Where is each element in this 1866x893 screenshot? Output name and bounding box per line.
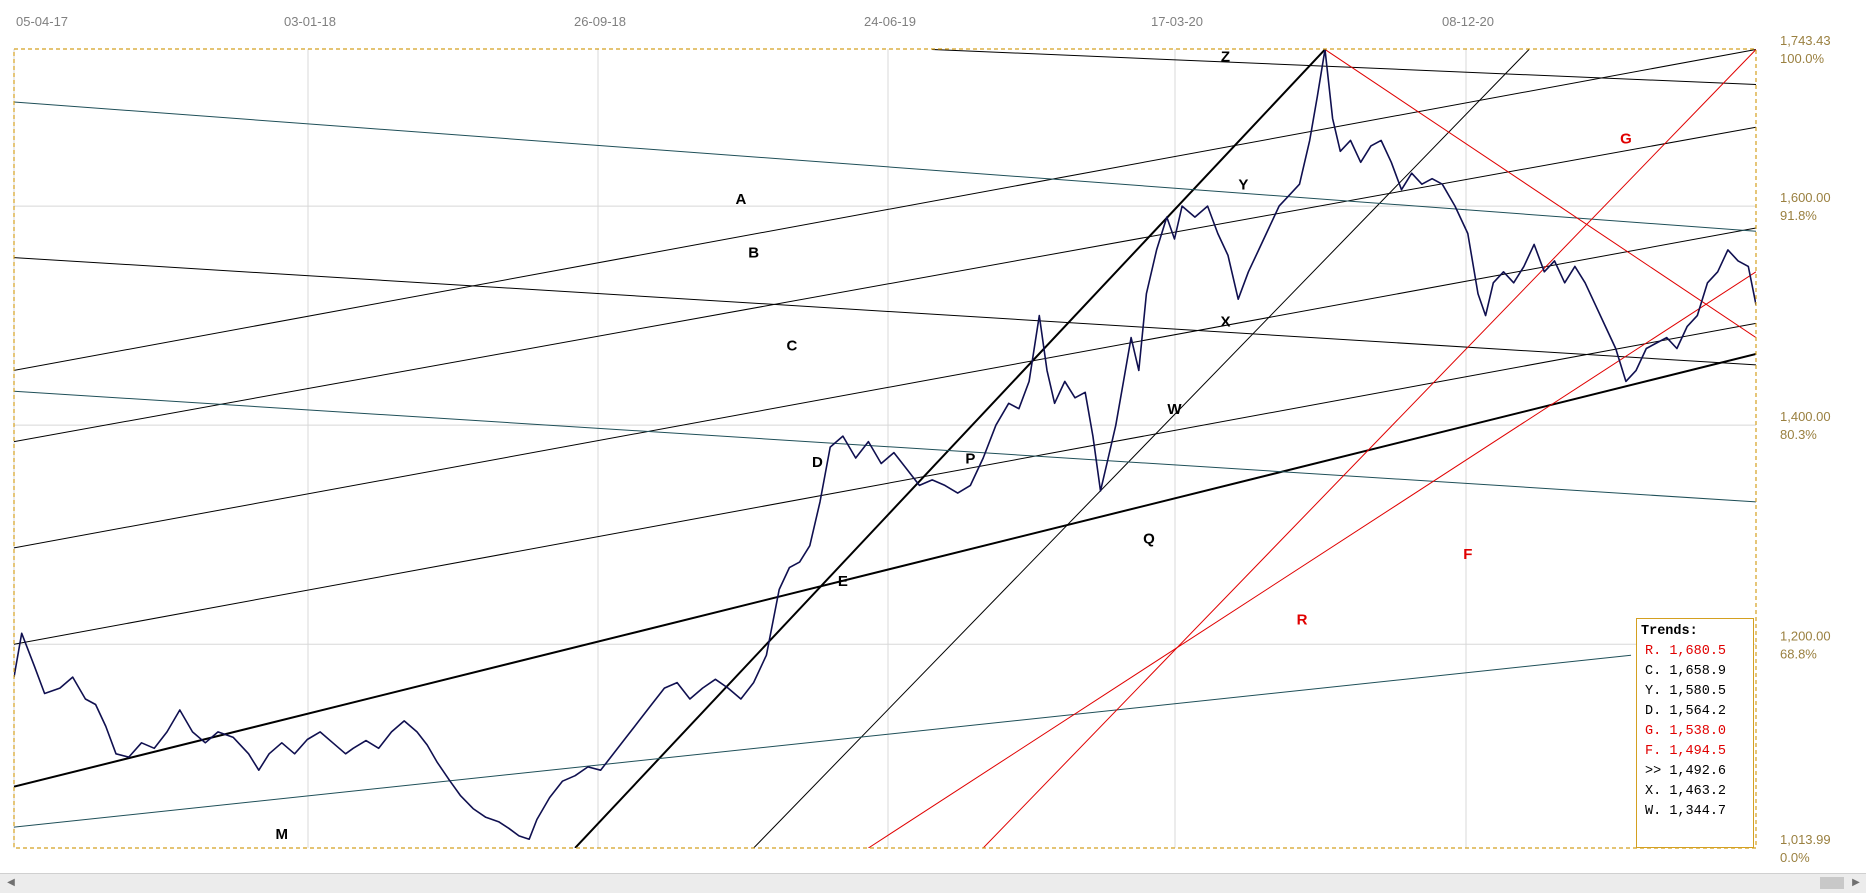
line-label-E: E: [838, 573, 848, 590]
trend-label: >>: [1645, 764, 1670, 779]
trend-line-X: [14, 257, 1756, 366]
x-tick-label: 24-06-19: [864, 14, 916, 29]
horizontal-scrollbar[interactable]: ◀ ▶: [0, 873, 1866, 893]
line-label-A: A: [735, 191, 746, 208]
trends-legend-panel: Trends: R. 1,680.5 C. 1,658.9 Y. 1,580.5 D.…: [1636, 618, 1754, 848]
x-tick-label: 05-04-17: [16, 14, 68, 29]
trend-label: D.: [1645, 704, 1670, 719]
trends-title: Trends:: [1641, 624, 1698, 639]
y-tick-value: 1,200.00: [1780, 628, 1831, 643]
trend-label: C.: [1645, 664, 1670, 679]
y-tick-value: 1,400.00: [1780, 409, 1831, 424]
trend-line-M: [14, 654, 1632, 828]
y-tick-percent: 80.3%: [1780, 427, 1817, 442]
trend-line-Z: [932, 49, 1756, 86]
trend-label: G.: [1645, 724, 1670, 739]
trend-value: 1,680.5: [1669, 644, 1727, 659]
line-label-G: G: [1620, 131, 1632, 148]
trend-row: R. 1,680.5: [1641, 642, 1749, 662]
trend-line-E: [14, 353, 1756, 788]
trend-line-F: [868, 271, 1756, 848]
trend-lines: [14, 49, 1756, 848]
x-tick-label: 03-01-18: [284, 14, 336, 29]
line-label-B: B: [748, 245, 759, 262]
price-chart: A B C D E M P Q W X Y Z F G R 05-04-17 03-01-18 26-09-18…: [13, 14, 1831, 865]
y-tick-value: 1,743.43: [1780, 33, 1831, 48]
trend-row: X. 1,463.2: [1641, 782, 1749, 802]
trends-list: R. 1,680.5 C. 1,658.9 Y. 1,580.5 D. 1,564.2…: [1641, 642, 1749, 822]
plot-area-border: [13, 48, 1757, 849]
trend-row: D. 1,564.2: [1641, 702, 1749, 722]
line-label-F: F: [1463, 546, 1472, 563]
trend-value: 1,344.7: [1669, 804, 1727, 819]
trend-label: X.: [1645, 784, 1670, 799]
trend-value: 1,580.5: [1669, 684, 1727, 699]
trend-value: 1,463.2: [1669, 784, 1727, 799]
line-labels: A B C D E M P Q W X Y Z F G R: [276, 49, 1632, 844]
trend-row: G. 1,538.0: [1641, 722, 1749, 742]
y-tick-percent: 68.8%: [1780, 646, 1817, 661]
y-tick-value: 1,013.99: [1780, 832, 1831, 847]
price-line: [14, 49, 1756, 840]
x-axis-tick-labels: 05-04-17 03-01-18 26-09-18 24-06-19 17-03-20…: [16, 14, 1494, 29]
trend-value: 1,658.9: [1669, 664, 1727, 679]
price-series: [14, 49, 1756, 840]
x-tick-label: 08-12-20: [1442, 14, 1494, 29]
line-label-R: R: [1297, 612, 1308, 629]
x-tick-label: 26-09-18: [574, 14, 626, 29]
trend-row: F. 1,494.5: [1641, 742, 1749, 762]
y-tick-value: 1,600.00: [1780, 190, 1831, 205]
trend-line-W: [14, 390, 1756, 503]
trend-label: F.: [1645, 744, 1670, 759]
arrow-right-icon[interactable]: ▶: [1852, 877, 1860, 888]
line-label-X: X: [1220, 314, 1230, 331]
trend-label: W.: [1645, 804, 1670, 819]
trend-row: >> 1,492.6: [1641, 762, 1749, 782]
trend-row: W. 1,344.7: [1641, 802, 1749, 822]
line-label-Z: Z: [1221, 49, 1230, 66]
line-label-W: W: [1167, 401, 1182, 418]
trend-label: Y.: [1645, 684, 1670, 699]
x-tick-label: 17-03-20: [1151, 14, 1203, 29]
line-label-C: C: [786, 338, 797, 355]
trend-label: R.: [1645, 644, 1670, 659]
y-tick-percent: 91.8%: [1780, 208, 1817, 223]
trend-line-B: [14, 126, 1756, 443]
trend-value: 1,564.2: [1669, 704, 1727, 719]
trend-line-A: [14, 49, 1756, 371]
trend-line-G: [1324, 49, 1756, 338]
trend-line-R: [982, 49, 1756, 848]
line-label-P: P: [965, 451, 975, 468]
trend-row: Y. 1,580.5: [1641, 682, 1749, 702]
scrollbar-thumb[interactable]: [1820, 877, 1844, 889]
y-tick-percent: 100.0%: [1780, 51, 1825, 66]
trend-line-Y: [14, 101, 1756, 232]
line-label-Y: Y: [1238, 177, 1248, 194]
trend-value: 1,492.6: [1669, 764, 1727, 779]
line-label-D: D: [812, 454, 823, 471]
trend-line-C: [14, 227, 1756, 549]
trend-line-D: [14, 322, 1756, 645]
trend-line-P: [574, 49, 1326, 848]
trend-value: 1,538.0: [1669, 724, 1727, 739]
y-axis-tick-labels: 1,743.43 100.0% 1,600.00 91.8% 1,400.00 80.3%…: [1780, 33, 1831, 865]
y-tick-percent: 0.0%: [1780, 850, 1810, 865]
trend-line-Q: [753, 49, 1530, 848]
grid-lines: [13, 49, 1756, 848]
trend-value: 1,494.5: [1669, 744, 1727, 759]
line-label-Q: Q: [1143, 530, 1155, 547]
line-label-M: M: [276, 826, 289, 843]
arrow-left-icon[interactable]: ◀: [7, 877, 15, 888]
trend-row: C. 1,658.9: [1641, 662, 1749, 682]
